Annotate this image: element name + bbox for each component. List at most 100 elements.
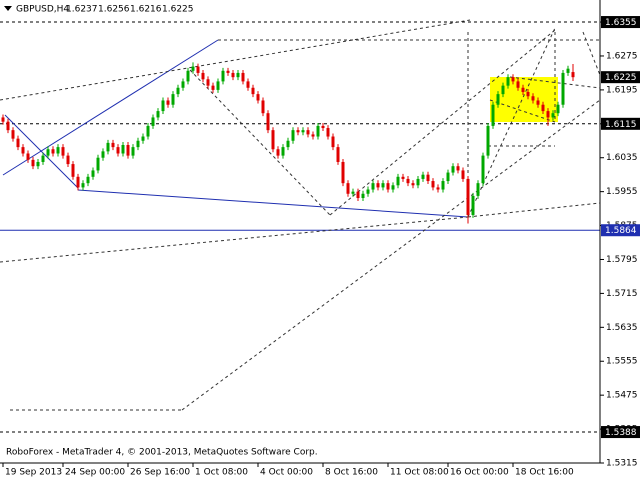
- candle-body: [111, 142, 115, 148]
- candle-body: [186, 70, 190, 82]
- y-tick-label: 1.5555: [606, 357, 638, 367]
- y-tick-label: 1.6035: [606, 153, 638, 163]
- candle-body: [411, 183, 415, 186]
- dashed-line: [467, 27, 556, 218]
- candle-body: [236, 72, 240, 78]
- candle-body: [441, 181, 445, 190]
- channel-line: [2, 39, 219, 176]
- candle-body: [166, 100, 170, 105]
- candle-body: [366, 189, 370, 194]
- candle-body: [146, 125, 150, 137]
- candle-body: [131, 147, 135, 156]
- candle-body: [381, 183, 385, 188]
- candle-body: [306, 130, 310, 135]
- candle-body: [521, 87, 525, 93]
- candle-body: [466, 178, 470, 215]
- candle-body: [11, 130, 15, 139]
- candle-body: [501, 85, 505, 95]
- candle-body: [176, 87, 180, 95]
- candle-body: [231, 72, 235, 78]
- candle-body: [386, 183, 390, 190]
- x-tick-label: 26 Sep 16:00: [130, 468, 190, 478]
- candle-body: [276, 149, 280, 156]
- ohlc-open: 1.6237: [66, 5, 98, 15]
- dashed-line: [0, 216, 469, 263]
- candle-body: [201, 72, 205, 80]
- candle-body: [246, 81, 250, 88]
- candle-body: [431, 181, 435, 188]
- candle-body: [266, 113, 270, 131]
- level-label-bg: [601, 224, 640, 237]
- candle-body: [391, 185, 395, 190]
- candle-body: [6, 121, 10, 131]
- candle-body: [511, 77, 515, 82]
- candle-body: [321, 125, 325, 129]
- candle-body: [571, 72, 575, 78]
- candle-body: [136, 140, 140, 148]
- candle-body: [301, 130, 305, 133]
- x-tick-label: 8 Oct 16:00: [325, 468, 378, 478]
- candle-body: [346, 183, 350, 194]
- candle-body: [66, 155, 70, 165]
- candle-body: [96, 157, 100, 171]
- candle-body: [396, 176, 400, 186]
- candle-body: [126, 145, 130, 156]
- dashed-line: [329, 29, 556, 216]
- level-label-bg: [601, 426, 640, 439]
- candle-body: [241, 72, 245, 82]
- level-label-bg: [601, 16, 640, 29]
- candle-body: [101, 151, 105, 158]
- candle-body: [206, 79, 210, 86]
- candle-body: [286, 140, 290, 148]
- candle-body: [1, 117, 5, 122]
- candle-body: [461, 170, 465, 179]
- dashed-line: [0, 19, 471, 101]
- candle-body: [161, 100, 165, 112]
- candle-body: [336, 147, 340, 162]
- candle-body: [36, 161, 40, 167]
- symbol: GBPUSD,H4: [16, 5, 69, 15]
- candle-body: [351, 191, 355, 194]
- candle-body: [436, 187, 440, 190]
- x-tick-label: 16 Oct 00:00: [450, 468, 509, 478]
- ohlc-low: 1.6216: [130, 5, 162, 15]
- candle-body: [256, 94, 260, 101]
- candle-body: [531, 96, 535, 101]
- candle-body: [486, 125, 490, 156]
- candle-body: [426, 174, 430, 182]
- candle-body: [356, 191, 360, 199]
- candle-body: [41, 155, 45, 162]
- candle-body: [151, 117, 155, 126]
- candle-body: [416, 178, 420, 186]
- candle-body: [46, 149, 50, 156]
- candle-body: [156, 111, 160, 118]
- candle-body: [371, 183, 375, 190]
- candle-body: [496, 94, 500, 105]
- candle-body: [16, 138, 20, 148]
- candle-body: [26, 153, 30, 160]
- trend-line: [77, 189, 469, 218]
- y-tick-label: 1.5715: [606, 289, 638, 299]
- candle-body: [446, 172, 450, 182]
- candle-body: [556, 104, 560, 114]
- candle-body: [271, 130, 275, 150]
- candle-body: [326, 128, 330, 137]
- candle-body: [331, 136, 335, 148]
- candle-body: [361, 193, 365, 199]
- candle-body: [506, 77, 510, 86]
- candle-body: [341, 161, 345, 184]
- candle-body: [421, 174, 425, 179]
- candle-body: [476, 183, 480, 196]
- candle-body: [526, 92, 530, 97]
- y-tick-label: 1.5795: [606, 255, 638, 265]
- candle-body: [551, 113, 555, 118]
- candle-body: [91, 170, 95, 177]
- menu-triangle: [4, 6, 12, 11]
- y-tick-label: 1.6195: [606, 85, 638, 95]
- level-label-bg: [601, 117, 640, 130]
- candle-body: [261, 100, 265, 114]
- x-tick-label: 11 Oct 08:00: [390, 468, 449, 478]
- candle-body: [546, 111, 550, 118]
- candle-body: [51, 149, 55, 154]
